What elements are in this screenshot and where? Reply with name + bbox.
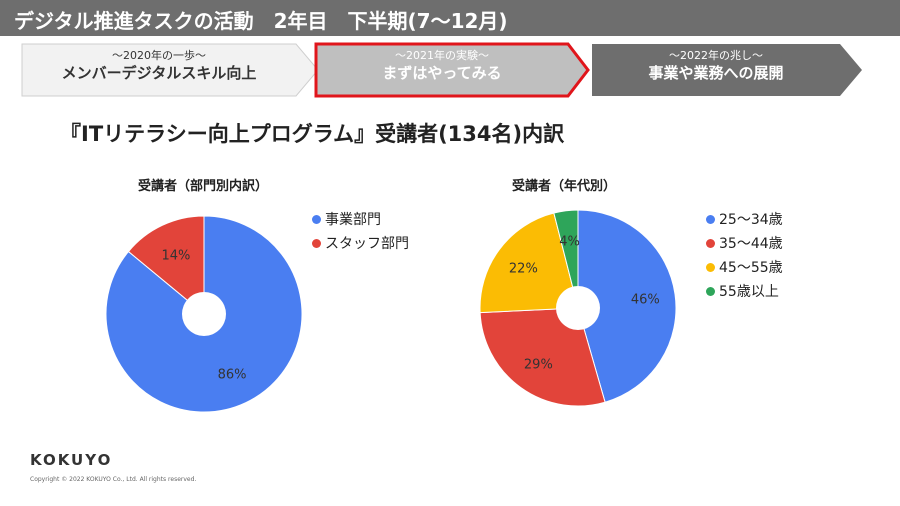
pie-data-label-1: 46% bbox=[631, 293, 660, 308]
legend-dot bbox=[312, 238, 321, 248]
step-3-main: 事業や業務への展開 bbox=[648, 64, 784, 82]
legend-dot bbox=[706, 262, 715, 272]
legend-item: 25～34歳 bbox=[706, 209, 783, 229]
legend-item: スタッフ部門 bbox=[312, 233, 409, 253]
legend-label: 事業部門 bbox=[325, 212, 381, 228]
pie-slice-1 bbox=[577, 209, 677, 403]
step-1-main: メンバーデジタルスキル向上 bbox=[61, 64, 257, 82]
age-pie-chart: 46% 29% 22% 4% bbox=[479, 209, 677, 407]
legend-label: 55歳以上 bbox=[719, 284, 779, 300]
legend-dot bbox=[706, 214, 715, 224]
step-2-main: まずはやってみる bbox=[382, 64, 502, 82]
chart-1-legend: 事業部門 スタッフ部門 bbox=[312, 209, 409, 257]
chart-2-legend: 25～34歳 35～44歳 45～55歳 55歳以上 bbox=[706, 209, 783, 305]
legend-item: 45～55歳 bbox=[706, 257, 783, 277]
pie-data-label-2: 14% bbox=[161, 248, 190, 263]
step-2-sub: ～2021年の実験～ bbox=[395, 49, 489, 62]
pie-slice-2 bbox=[479, 307, 606, 407]
step-3-label: ～2022年の兆し～ 事業や業務への展開 bbox=[592, 49, 840, 83]
pie-center-hole bbox=[556, 286, 600, 330]
legend-dot bbox=[706, 238, 715, 248]
step-arrows bbox=[21, 42, 862, 98]
legend-item: 35～44歳 bbox=[706, 233, 783, 253]
pie-slice-2 bbox=[127, 215, 205, 316]
step-1-sub: ～2020年の一歩～ bbox=[112, 49, 206, 62]
legend-dot bbox=[312, 214, 321, 224]
pie-data-label-3: 22% bbox=[509, 262, 538, 277]
step-3-sub: ～2022年の兆し～ bbox=[669, 49, 763, 62]
legend-label: スタッフ部門 bbox=[325, 236, 409, 252]
department-pie-chart: 86% 14% bbox=[105, 215, 303, 413]
section-title: 『ITリテラシー向上プログラム』受講者(134名)内訳 bbox=[60, 122, 565, 146]
legend-item: 事業部門 bbox=[312, 209, 409, 229]
step-2-label: ～2021年の実験～ まずはやってみる bbox=[316, 49, 568, 83]
legend-label: 35～44歳 bbox=[719, 236, 783, 252]
copyright-text: Copyright © 2022 KOKUYO Co., Ltd. All ri… bbox=[30, 476, 197, 483]
legend-label: 25～34歳 bbox=[719, 212, 783, 228]
step-arrow-1 bbox=[21, 43, 319, 97]
chart-1-title: 受講者（部門別内訳） bbox=[138, 179, 269, 194]
legend-item: 55歳以上 bbox=[706, 281, 783, 301]
pie-center-hole bbox=[182, 292, 226, 336]
legend-label: 45～55歳 bbox=[719, 260, 783, 276]
kokuyo-logo: KOKUYO bbox=[30, 451, 113, 469]
pie-slice-4 bbox=[553, 209, 579, 309]
step-arrow-3 bbox=[592, 44, 862, 96]
pie-data-label-4: 4% bbox=[559, 235, 580, 250]
pie-data-label-2: 29% bbox=[524, 357, 553, 372]
step-arrow-2 bbox=[314, 42, 590, 98]
legend-dot bbox=[706, 286, 715, 296]
page-title: デジタル推進タスクの活動 2年目 下半期(7～12月) bbox=[14, 9, 508, 33]
step-flow: ～2020年の一歩～ メンバーデジタルスキル向上 ～2021年の実験～ まずはや… bbox=[0, 0, 900, 100]
step-1-label: ～2020年の一歩～ メンバーデジタルスキル向上 bbox=[22, 49, 296, 83]
pie-data-label-1: 86% bbox=[218, 368, 247, 383]
pie-slice-3 bbox=[479, 212, 579, 314]
chart-2-title: 受講者（年代別） bbox=[512, 179, 617, 194]
header-bar: デジタル推進タスクの活動 2年目 下半期(7～12月) bbox=[0, 0, 900, 36]
